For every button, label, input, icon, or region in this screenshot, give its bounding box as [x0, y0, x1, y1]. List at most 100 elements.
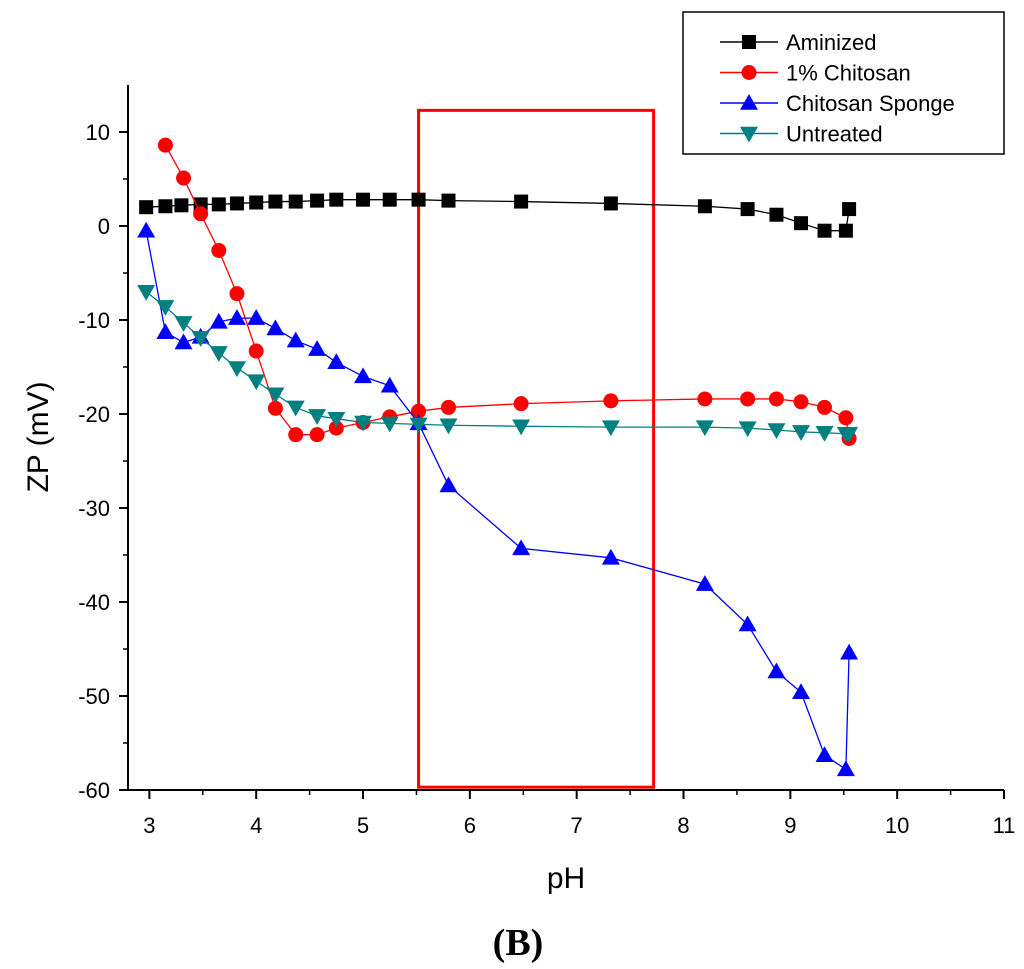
legend-entry: 1% Chitosan	[720, 61, 911, 86]
data-point	[249, 195, 264, 210]
data-point	[309, 427, 325, 443]
data-point	[767, 423, 786, 439]
data-point	[288, 427, 304, 443]
data-point	[227, 309, 246, 325]
data-point	[767, 662, 786, 679]
x-axis-title: pH	[547, 862, 585, 895]
data-point	[838, 223, 853, 238]
data-point	[158, 199, 173, 214]
legend-label: 1% Chitosan	[786, 61, 911, 86]
data-point	[697, 391, 713, 407]
y-tick-label: -50	[78, 684, 110, 709]
data-point	[209, 312, 228, 329]
series-chitosan-sponge	[137, 221, 859, 777]
legend-label: Untreated	[786, 122, 883, 147]
data-point	[209, 346, 228, 362]
data-point	[157, 137, 173, 153]
series-untreated	[137, 285, 859, 443]
legend-marker	[741, 65, 757, 80]
y-tick-label: 0	[98, 214, 110, 239]
data-point	[266, 319, 285, 336]
data-point	[380, 416, 399, 433]
data-point	[768, 391, 784, 407]
data-point	[227, 361, 246, 377]
data-point	[247, 374, 266, 391]
x-tick-label: 7	[571, 813, 583, 838]
data-point	[439, 418, 458, 435]
data-point	[840, 426, 859, 443]
data-point	[354, 415, 373, 432]
data-point	[174, 333, 193, 350]
x-tick-label: 3	[143, 813, 155, 838]
legend-label: Aminized	[786, 30, 876, 55]
data-point	[769, 207, 784, 222]
series-line	[145, 230, 850, 771]
data-point	[211, 242, 227, 258]
data-point	[411, 403, 427, 419]
y-axis-ticks: 10 0 -10 -20 -30 -40 -50 -60	[78, 120, 128, 803]
data-point	[794, 216, 809, 231]
data-point	[356, 192, 371, 207]
legend-marker	[742, 35, 756, 49]
data-point	[137, 221, 156, 238]
data-point	[842, 202, 857, 217]
legend-entry: Aminized	[720, 30, 876, 55]
highlight-region	[417, 108, 656, 789]
data-point	[382, 192, 397, 207]
series-layer	[137, 137, 859, 777]
y-tick-label: -20	[78, 402, 110, 427]
data-point	[137, 285, 156, 301]
data-point	[266, 387, 285, 404]
data-point	[308, 409, 327, 425]
data-point	[439, 476, 458, 493]
legend-entry: Chitosan Sponge	[720, 91, 955, 116]
x-tick-label: 8	[677, 813, 689, 838]
data-point	[409, 417, 428, 434]
series-1-chitosan	[157, 137, 857, 446]
legend-label: Chitosan Sponge	[786, 91, 955, 116]
y-tick-label: -10	[78, 308, 110, 333]
data-point	[792, 425, 811, 441]
data-point	[354, 367, 373, 384]
x-axis-ticks: 3 4 5 6 7 8 9 10 11	[143, 790, 1015, 838]
data-point	[328, 420, 344, 436]
data-point	[286, 331, 305, 348]
legend-box	[682, 11, 1005, 155]
data-point	[327, 411, 346, 428]
data-point	[793, 394, 809, 410]
y-axis-title: ZP (mV)	[22, 381, 55, 492]
panel-label: (B)	[493, 922, 544, 964]
data-point	[513, 396, 529, 412]
data-point	[695, 420, 714, 437]
data-point	[191, 331, 210, 347]
data-point	[229, 196, 244, 211]
data-point	[174, 198, 189, 213]
data-point	[603, 393, 619, 409]
legend: Aminized 1% Chitosan Chitosan Sponge Untrea…	[682, 11, 1005, 155]
data-point	[380, 376, 399, 393]
data-point	[738, 615, 757, 632]
legend-marker	[740, 94, 758, 110]
data-point	[156, 300, 175, 316]
data-point	[411, 192, 426, 207]
data-point	[817, 399, 833, 415]
data-point	[601, 420, 620, 437]
data-point	[174, 316, 193, 332]
data-point	[603, 196, 618, 211]
data-point	[836, 760, 855, 777]
data-point	[695, 575, 714, 591]
y-tick-label: -40	[78, 590, 110, 615]
series-aminized	[139, 192, 857, 238]
x-tick-label: 4	[250, 813, 262, 838]
legend-entry: Untreated	[720, 122, 883, 147]
data-point	[176, 170, 192, 186]
data-point	[310, 193, 325, 208]
x-tick-label: 11	[993, 813, 1016, 838]
data-point	[156, 323, 175, 339]
data-point	[817, 223, 832, 238]
data-point	[740, 202, 755, 217]
data-point	[514, 194, 529, 209]
data-point	[838, 410, 854, 426]
data-point	[267, 400, 283, 416]
legend-marker	[740, 126, 758, 143]
